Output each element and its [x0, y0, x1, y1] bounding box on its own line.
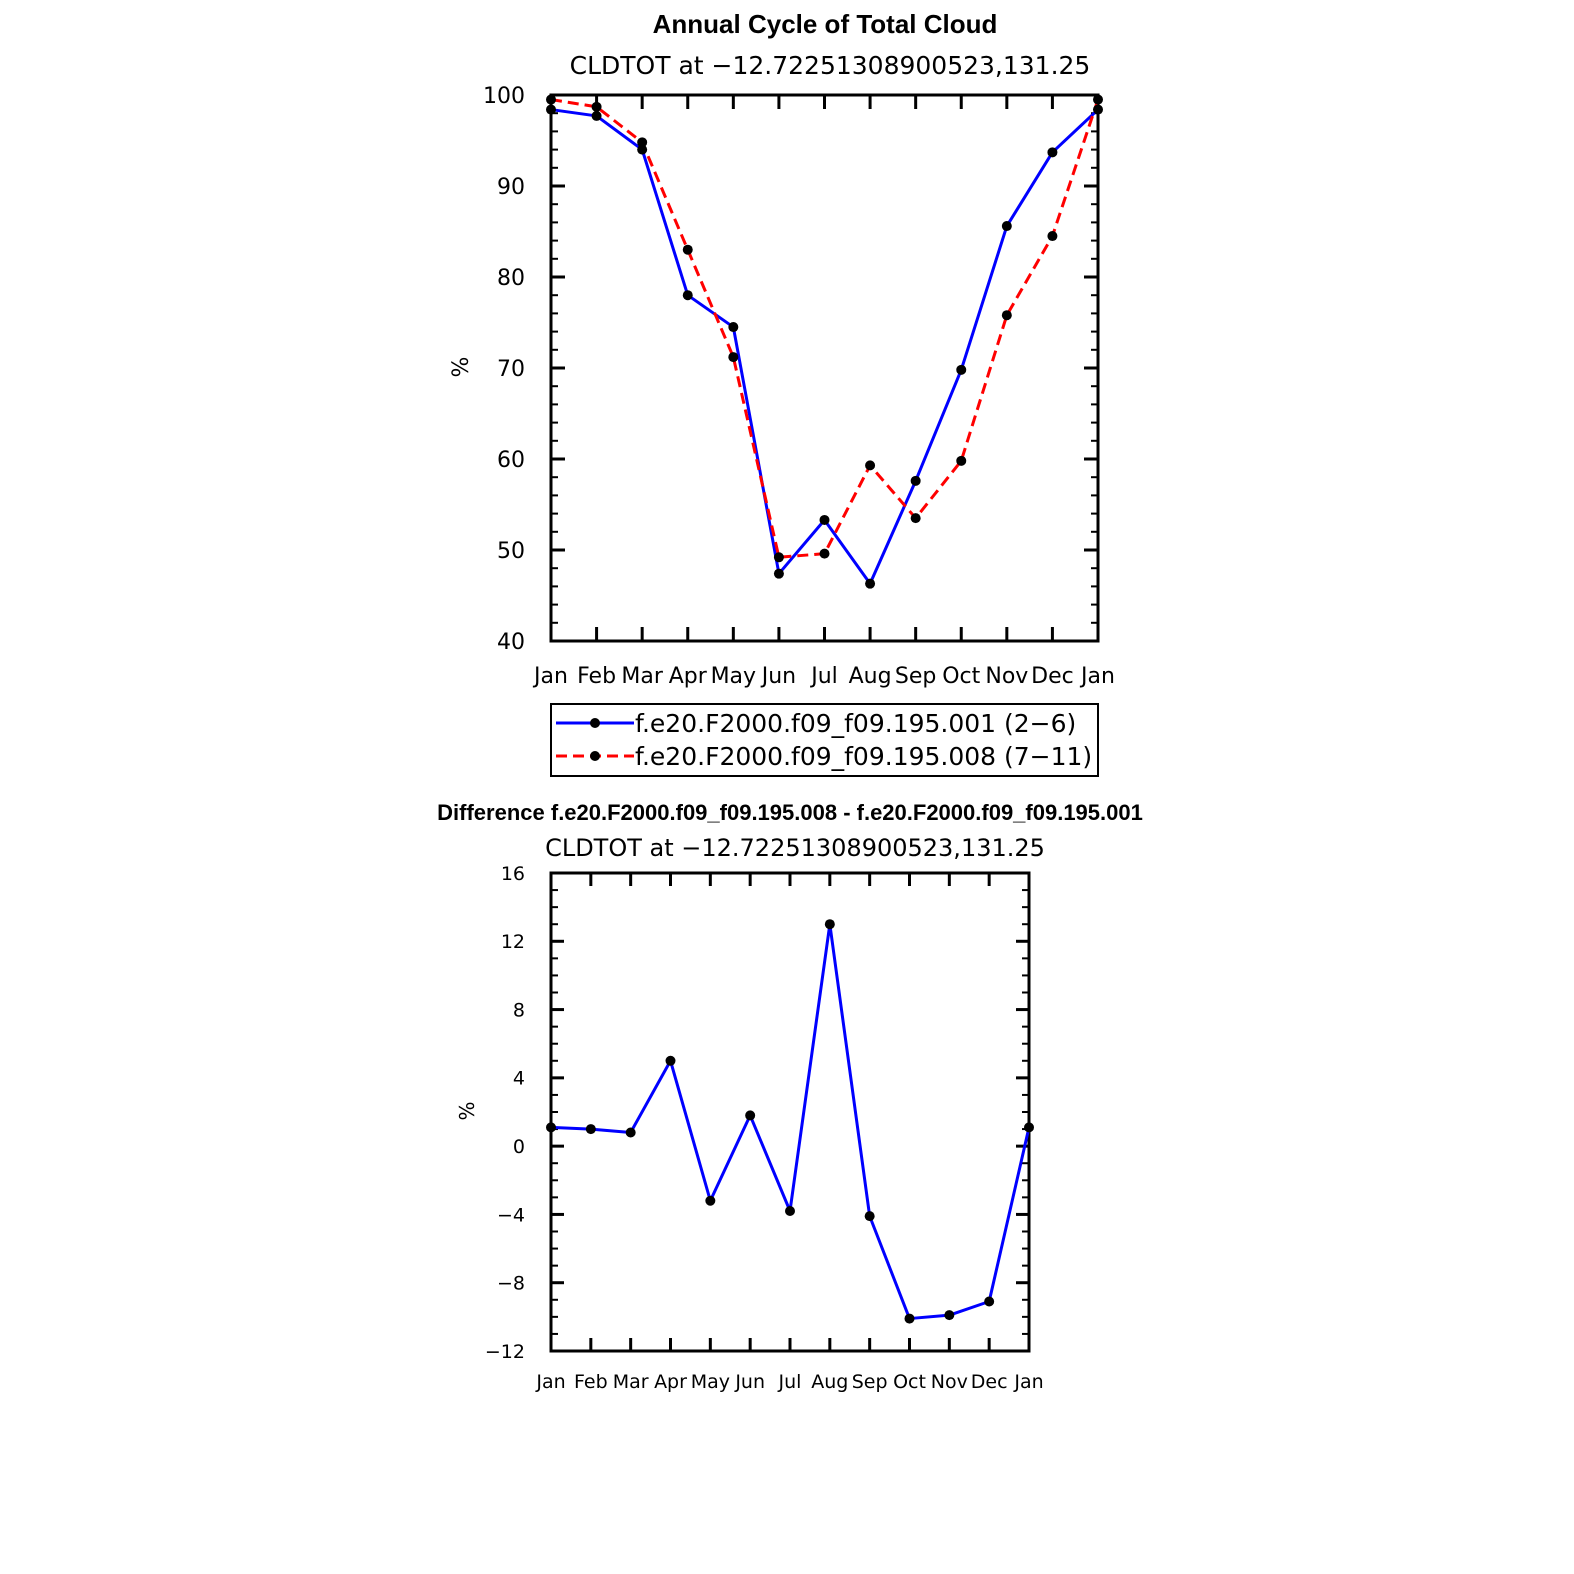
chart1-ytick-label: 40: [497, 630, 525, 655]
chart1-series-2-point: [956, 455, 967, 466]
chart1-series-2-point: [546, 94, 556, 105]
chart2-xtick-label: Feb: [574, 1371, 608, 1393]
chart1-ylabel: %: [449, 357, 474, 378]
chart2-ytick-label: −8: [497, 1273, 525, 1295]
chart2-series-1-point: [984, 1296, 995, 1307]
chart2-xtick-label: Aug: [811, 1371, 848, 1393]
chart1-series-1-point: [728, 322, 739, 333]
chart1-series-2-point: [728, 352, 739, 363]
chart1-xtick-label: Nov: [985, 664, 1028, 689]
chart1-xtick-label: Feb: [577, 664, 616, 689]
chart1-xtick-label: Jul: [809, 664, 838, 689]
chart2-ytick-label: −4: [497, 1204, 525, 1226]
chart2-ylabel: %: [455, 1101, 479, 1120]
chart1-series-1-point: [1001, 221, 1012, 232]
chart1-xtick-label: Jan: [532, 664, 568, 689]
legend-marker-red: [590, 751, 600, 761]
chart1-xtick-label: Jun: [760, 664, 796, 689]
chart1-series-1-point: [773, 568, 784, 579]
chart2-series-1-point: [705, 1195, 716, 1206]
chart1-xtick-label: Apr: [669, 664, 708, 689]
chart2-series-1-point: [665, 1055, 676, 1066]
legend-marker-blue: [590, 718, 600, 728]
chart2-series-1-point: [546, 1122, 556, 1133]
chart1-xtick-label: Sep: [895, 664, 936, 689]
chart1-ticks: Jan Feb Mar Apr May Jun Jul Aug Sep Oct Nov Dec Jan4…: [483, 84, 1115, 689]
chart1-series-1-point: [591, 110, 602, 121]
chart1-ytick-label: 60: [497, 448, 525, 473]
chart2-title: Difference f.e20.F2000.f09_f09.195.008 -…: [437, 800, 1143, 825]
chart1-xtick-label: May: [711, 664, 756, 689]
chart1-series-2-point: [1093, 94, 1103, 105]
chart2-xtick-label: Oct: [893, 1371, 926, 1393]
chart2-xtick-label: Dec: [971, 1371, 1008, 1393]
chart2-ytick-label: 0: [513, 1136, 525, 1158]
annual-cycle-chart: Annual Cycle of Total Cloud CLDTOT at −1…: [449, 9, 1115, 777]
chart1-title: Annual Cycle of Total Cloud: [653, 9, 998, 39]
chart1-subtitle: CLDTOT at −12.72251308900523,131.25: [570, 51, 1091, 80]
chart1-ytick-label: 50: [497, 539, 525, 564]
chart2-series-1-point: [745, 1110, 756, 1121]
chart1-series-1-point: [910, 475, 921, 486]
legend-label-red: f.e20.F2000.f09_f09.195.008 (7−11): [635, 742, 1092, 771]
chart1-xtick-label: Oct: [942, 664, 980, 689]
chart2-xtick-label: Nov: [931, 1371, 968, 1393]
chart1-xtick-label: Jan: [1079, 664, 1115, 689]
chart1-series-2-point: [1001, 310, 1012, 321]
chart1-series-2-point: [910, 513, 921, 524]
chart2-ytick-label: 12: [501, 931, 525, 953]
chart2-subtitle: CLDTOT at −12.72251308900523,131.25: [545, 834, 1045, 862]
chart2-xtick-label: May: [691, 1371, 730, 1393]
chart1-xtick-label: Aug: [849, 664, 892, 689]
chart1-ytick-label: 100: [483, 84, 525, 109]
chart1-series-2-point: [1047, 231, 1058, 242]
chart2-xtick-label: Jun: [734, 1371, 765, 1393]
chart2-ytick-label: 8: [513, 999, 525, 1021]
chart1-series: [546, 94, 1103, 589]
chart2-series-1-point: [944, 1310, 955, 1321]
chart2-ytick-label: −12: [485, 1341, 525, 1363]
chart2-series: [546, 919, 1034, 1324]
legend-label-blue: f.e20.F2000.f09_f09.195.001 (2−6): [635, 709, 1076, 738]
chart1-series-2-point: [819, 548, 830, 559]
chart1-ytick-label: 80: [497, 266, 525, 291]
chart1-series-1-point: [546, 104, 556, 115]
chart2-ytick-label: 16: [501, 863, 525, 885]
chart2-series-1-point: [904, 1313, 915, 1324]
chart2-series-1-point: [824, 919, 835, 930]
chart1-series-2-point: [773, 552, 784, 563]
legend-box: [550, 703, 1099, 777]
chart1-ytick-label: 70: [497, 357, 525, 382]
chart2-ticks: Jan Feb Mar Apr May Jun Jul Aug Sep Oct Nov Dec Jan−…: [485, 863, 1044, 1393]
chart2-series-1-point: [864, 1211, 875, 1222]
chart2-xtick-label: Jan: [535, 1371, 565, 1393]
chart1-series-1-point: [1047, 147, 1058, 158]
chart1-xtick-label: Dec: [1031, 664, 1074, 689]
chart1-ytick-label: 90: [497, 175, 525, 200]
chart1-series-1-point: [637, 144, 648, 155]
chart2-series-1-point: [1024, 1122, 1034, 1133]
difference-chart: Difference f.e20.F2000.f09_f09.195.008 -…: [437, 800, 1143, 1393]
chart2-xtick-label: Mar: [613, 1371, 649, 1393]
chart1-series-1-point: [865, 578, 876, 589]
chart2-xtick-label: Apr: [654, 1371, 687, 1393]
chart2-series-1-point: [585, 1124, 596, 1135]
chart1-xtick-label: Mar: [621, 664, 663, 689]
chart1-series-1-point: [819, 514, 830, 525]
chart2-series-1-point: [625, 1127, 636, 1138]
chart2-xtick-label: Jul: [778, 1371, 802, 1393]
chart2-ytick-label: 4: [513, 1068, 525, 1090]
chart2-series-1-point: [785, 1206, 795, 1217]
chart1-legend: f.e20.F2000.f09_f09.195.001 (2−6) f.e20.…: [550, 703, 1099, 777]
chart2-xtick-label: Sep: [852, 1371, 888, 1393]
chart1-series-2-point: [637, 137, 648, 148]
chart1-series-2-point: [865, 460, 876, 471]
chart2-xtick-label: Jan: [1013, 1371, 1043, 1393]
chart1-series-2-point: [591, 101, 602, 112]
chart1-series-1-point: [956, 364, 967, 375]
chart1-series-1-point: [682, 290, 693, 301]
chart1-series-2-point: [682, 244, 693, 255]
chart1-series-1-point: [1093, 104, 1103, 115]
